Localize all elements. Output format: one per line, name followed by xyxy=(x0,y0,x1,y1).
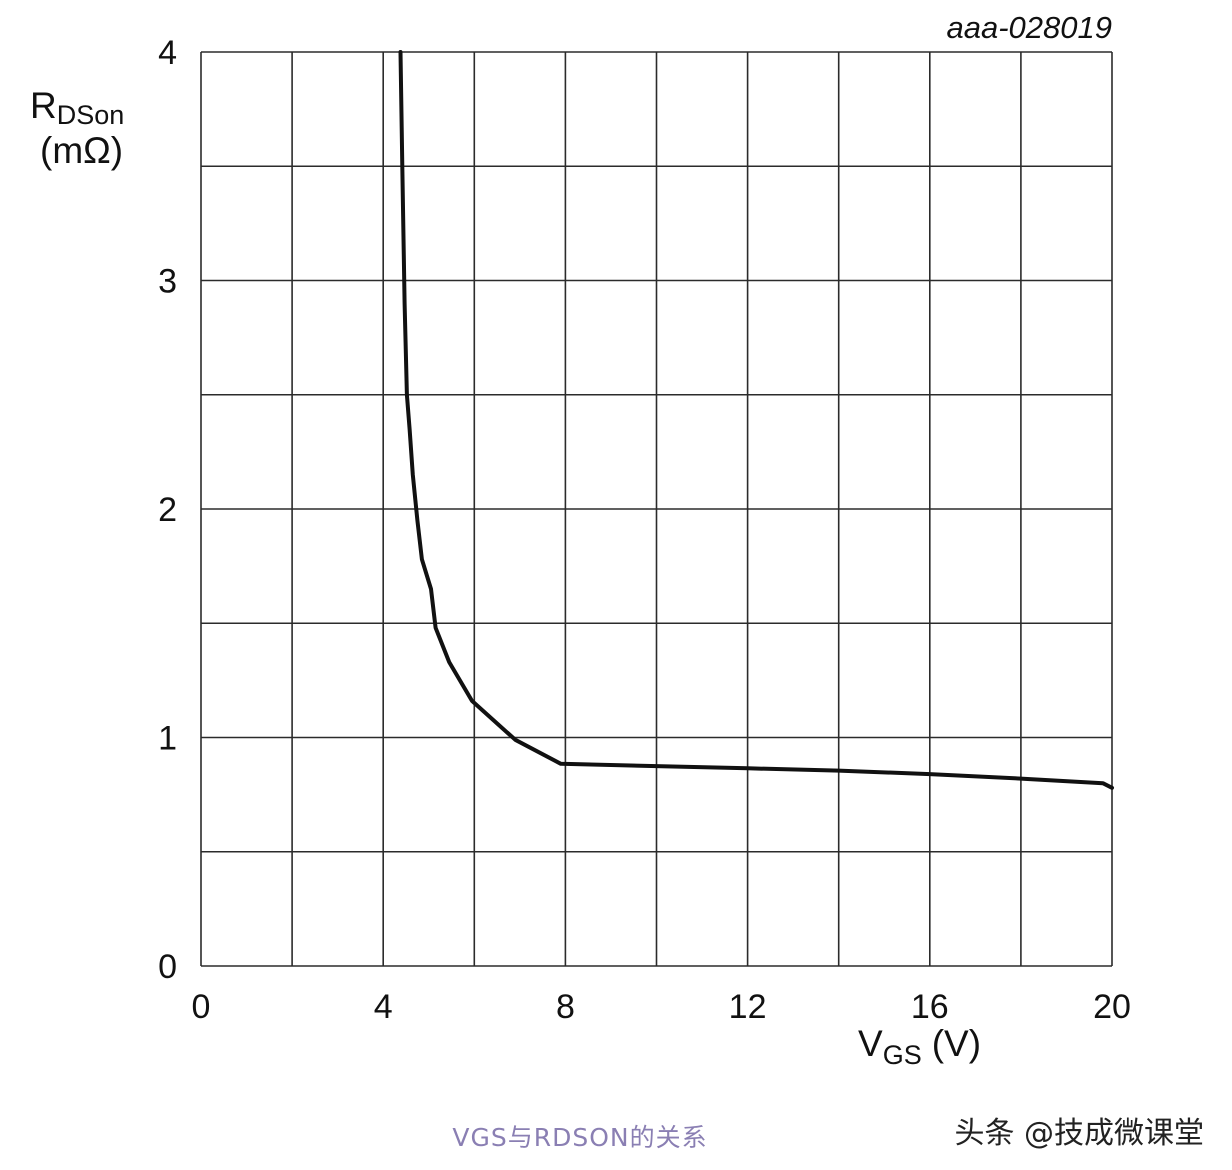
y-tick-label: 1 xyxy=(158,720,177,758)
x-axis-title-unit: (V) xyxy=(932,1023,981,1064)
x-axis-title-main: V xyxy=(858,1023,883,1064)
y-axis-title: RDSon xyxy=(30,85,124,130)
y-tick-label: 3 xyxy=(158,263,177,301)
grid xyxy=(200,51,1113,967)
series-lines xyxy=(398,50,1114,790)
y-tick-label: 2 xyxy=(158,491,177,529)
figure-caption: VGS与RDSON的关系 xyxy=(452,1123,708,1152)
y-tick-label: 4 xyxy=(158,34,177,72)
y-axis-unit: (mΩ) xyxy=(40,130,123,171)
x-tick-label: 4 xyxy=(374,988,393,1026)
y-tick-label: 0 xyxy=(158,948,177,986)
x-tick-label: 0 xyxy=(192,988,211,1026)
watermark: 头条 @技成微课堂 xyxy=(954,1116,1204,1151)
y-axis-title-main: R xyxy=(30,85,57,126)
y-axis-title-sub: DSon xyxy=(57,100,125,130)
figure-code: aaa-028019 xyxy=(947,10,1113,45)
x-axis-title-sub: GS xyxy=(883,1040,922,1070)
series-line xyxy=(398,50,1114,790)
x-axis-title: VGS (V) xyxy=(858,1023,981,1070)
x-tick-label: 16 xyxy=(911,988,949,1026)
x-tick-label: 8 xyxy=(556,988,575,1026)
x-tick-label: 12 xyxy=(729,988,767,1026)
x-tick-label: 20 xyxy=(1093,988,1131,1026)
